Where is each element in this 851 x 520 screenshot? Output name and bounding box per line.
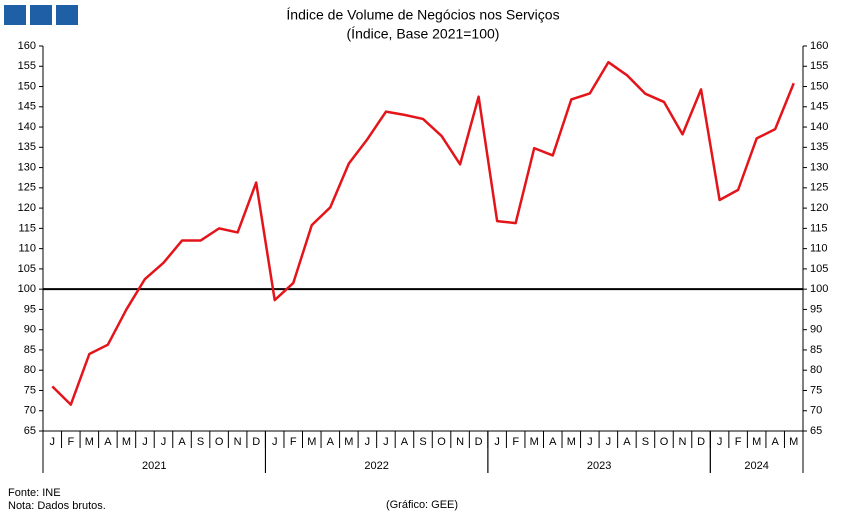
x-tick-label: F <box>512 436 519 448</box>
x-tick-label: A <box>327 436 335 448</box>
y2-tick-label: 105 <box>810 263 828 275</box>
logo-block <box>56 5 78 25</box>
y-tick-label: 80 <box>24 364 36 376</box>
x-tick-label: J <box>717 436 723 448</box>
source: Fonte: INE <box>8 487 61 499</box>
x-tick-label: O <box>437 436 446 448</box>
x-tick-label: J <box>383 436 389 448</box>
y2-tick-label: 100 <box>810 283 828 295</box>
y-tick-label: 105 <box>18 263 36 275</box>
x-tick-label: J <box>161 436 167 448</box>
y-tick-label: 130 <box>18 161 36 173</box>
x-tick-label: A <box>772 436 780 448</box>
x-tick-label: M <box>752 436 761 448</box>
y2-tick-label: 150 <box>810 80 828 92</box>
x-tick-label: D <box>252 436 260 448</box>
y-tick-label: 160 <box>18 40 36 52</box>
y2-tick-label: 80 <box>810 364 822 376</box>
y2-tick-label: 85 <box>810 344 822 356</box>
chart-title: Índice de Volume de Negócios nos Serviço… <box>286 7 559 23</box>
x-tick-label: J <box>365 436 371 448</box>
y-tick-label: 115 <box>18 222 36 234</box>
x-tick-label: J <box>142 436 148 448</box>
x-tick-label: A <box>549 436 557 448</box>
y-tick-label: 110 <box>18 243 36 255</box>
y2-tick-label: 145 <box>810 101 828 113</box>
year-label: 2022 <box>364 460 388 472</box>
y-tick-label: 125 <box>18 182 36 194</box>
y2-tick-label: 155 <box>810 60 828 72</box>
x-tick-label: F <box>290 436 297 448</box>
x-tick-label: O <box>660 436 669 448</box>
x-tick-label: F <box>735 436 742 448</box>
x-tick-label: N <box>679 436 687 448</box>
x-tick-label: M <box>567 436 576 448</box>
y2-tick-label: 125 <box>810 182 828 194</box>
x-tick-label: S <box>419 436 426 448</box>
x-tick-label: J <box>50 436 56 448</box>
y2-tick-label: 130 <box>810 161 828 173</box>
x-tick-label: N <box>456 436 464 448</box>
y2-tick-label: 160 <box>810 40 828 52</box>
x-tick-label: M <box>307 436 316 448</box>
x-tick-label: N <box>234 436 242 448</box>
x-tick-label: O <box>215 436 224 448</box>
y-tick-label: 75 <box>24 384 36 396</box>
y-tick-label: 95 <box>24 303 36 315</box>
y2-tick-label: 90 <box>810 324 822 336</box>
x-tick-label: A <box>401 436 409 448</box>
y-tick-label: 100 <box>18 283 36 295</box>
x-tick-label: M <box>122 436 131 448</box>
y-tick-label: 65 <box>24 425 36 437</box>
x-tick-label: J <box>494 436 500 448</box>
y2-tick-label: 65 <box>810 425 822 437</box>
y-tick-label: 120 <box>18 202 36 214</box>
x-tick-label: M <box>344 436 353 448</box>
x-tick-label: M <box>789 436 798 448</box>
chart-subtitle: (Índice, Base 2021=100) <box>347 26 500 42</box>
y-tick-label: 155 <box>18 60 36 72</box>
y-tick-label: 150 <box>18 80 36 92</box>
y2-tick-label: 95 <box>810 303 822 315</box>
credit: (Gráfico: GEE) <box>386 499 458 511</box>
x-tick-label: M <box>85 436 94 448</box>
x-tick-label: J <box>587 436 593 448</box>
x-tick-label: J <box>606 436 612 448</box>
x-tick-label: D <box>475 436 483 448</box>
year-label: 2021 <box>142 460 166 472</box>
y2-tick-label: 140 <box>810 121 828 133</box>
x-tick-label: S <box>197 436 204 448</box>
y2-tick-label: 135 <box>810 141 828 153</box>
y-tick-label: 90 <box>24 324 36 336</box>
y-tick-label: 140 <box>18 121 36 133</box>
x-tick-label: D <box>697 436 705 448</box>
x-tick-label: A <box>104 436 112 448</box>
x-tick-label: M <box>530 436 539 448</box>
year-label: 2023 <box>587 460 611 472</box>
x-tick-label: J <box>272 436 278 448</box>
x-tick-label: A <box>178 436 186 448</box>
y2-tick-label: 115 <box>810 222 828 234</box>
logo-block <box>4 5 26 25</box>
logo-block <box>30 5 52 25</box>
y-tick-label: 85 <box>24 344 36 356</box>
x-tick-label: F <box>67 436 74 448</box>
y-tick-label: 135 <box>18 141 36 153</box>
year-label: 2024 <box>744 460 768 472</box>
y2-tick-label: 110 <box>810 243 828 255</box>
y2-tick-label: 70 <box>810 405 822 417</box>
y2-tick-label: 75 <box>810 384 822 396</box>
y-tick-label: 70 <box>24 405 36 417</box>
x-tick-label: S <box>642 436 649 448</box>
note: Nota: Dados brutos. <box>8 500 106 512</box>
x-tick-label: A <box>623 436 631 448</box>
y-tick-label: 145 <box>18 101 36 113</box>
data-line <box>51 60 795 406</box>
y2-tick-label: 120 <box>810 202 828 214</box>
